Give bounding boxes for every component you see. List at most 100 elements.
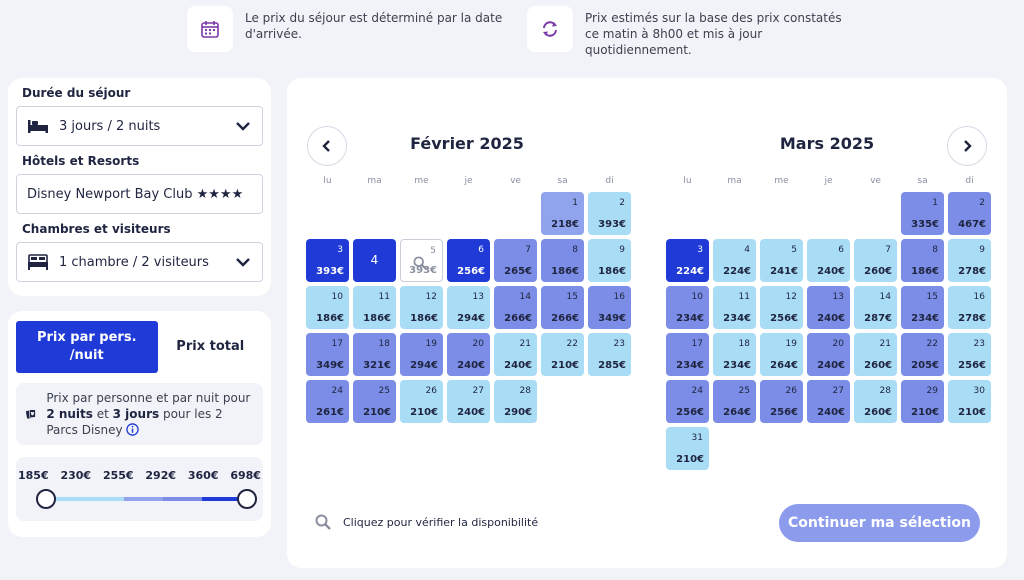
calendar-day[interactable]: 9 278€ — [948, 239, 991, 282]
calendar-day[interactable]: 4 224€ — [713, 239, 756, 282]
calendar-day[interactable]: 1 335€ — [901, 192, 944, 235]
calendar-day[interactable]: 8 186€ — [901, 239, 944, 282]
calendar-day[interactable]: 13 294€ — [447, 286, 490, 329]
calendar-day[interactable]: 19 264€ — [760, 333, 803, 376]
calendar-day[interactable]: 25 264€ — [713, 380, 756, 423]
calendar-day[interactable]: 3 224€ — [666, 239, 709, 282]
availability-hint[interactable]: Cliquez pour vérifier la disponibilité — [315, 514, 538, 530]
calendar-day[interactable]: 15 234€ — [901, 286, 944, 329]
slider-max-handle[interactable] — [237, 489, 257, 509]
day-price: 264€ — [770, 360, 798, 371]
calendar-day[interactable]: 11 234€ — [713, 286, 756, 329]
day-price: 240€ — [817, 266, 845, 277]
rooms-select[interactable]: 1 chambre / 2 visiteurs — [16, 242, 263, 282]
calendar-day[interactable]: 23 256€ — [948, 333, 991, 376]
calendar-day[interactable]: 10 186€ — [306, 286, 349, 329]
calendar-day[interactable]: 16 278€ — [948, 286, 991, 329]
calendar-day[interactable]: 24 261€ — [306, 380, 349, 423]
calendar-day[interactable]: 15 266€ — [541, 286, 584, 329]
calendar-day[interactable]: 10 234€ — [666, 286, 709, 329]
weekday-label: je — [464, 176, 473, 186]
calendar-day[interactable]: 25 210€ — [353, 380, 396, 423]
calendar-day[interactable]: 5 241€ — [760, 239, 803, 282]
empty-day — [494, 192, 537, 235]
calendar-day[interactable]: 6 240€ — [807, 239, 850, 282]
calendar-day[interactable]: 28 290€ — [494, 380, 537, 423]
calendar-day[interactable]: 21 240€ — [494, 333, 537, 376]
calendar-day[interactable]: 9 186€ — [588, 239, 631, 282]
day-price: 290€ — [504, 407, 532, 418]
slider-tick-label: 360€ — [187, 469, 219, 482]
slider-ticks: 185€ 230€ 255€ 292€ 360€ 698€ — [16, 457, 263, 482]
calendar-day[interactable]: 11 186€ — [353, 286, 396, 329]
calendar-day[interactable]: 14 266€ — [494, 286, 537, 329]
calendar-day[interactable]: 8 186€ — [541, 239, 584, 282]
duration-select[interactable]: 3 jours / 2 nuits — [16, 106, 263, 146]
calendar-day[interactable]: 20 240€ — [447, 333, 490, 376]
day-number: 26 — [425, 386, 437, 396]
slider-tick-label: 698€ — [230, 469, 261, 482]
calendar-day[interactable]: 4 — [353, 239, 396, 282]
calendar-day[interactable]: 2 467€ — [948, 192, 991, 235]
day-number: 7 — [885, 245, 891, 255]
calendar-day[interactable]: 12 256€ — [760, 286, 803, 329]
calendar-day[interactable]: 1 218€ — [541, 192, 584, 235]
day-number: 16 — [973, 292, 985, 302]
explanation-suffix: pour les 2 Parcs Disney — [46, 407, 223, 437]
calendar-day[interactable]: 7 265€ — [494, 239, 537, 282]
total-price-button[interactable]: Prix total — [176, 339, 245, 354]
per-person-button[interactable]: Prix par pers. /nuit — [16, 321, 158, 373]
day-price: 234€ — [676, 313, 704, 324]
calendar-icon — [187, 6, 233, 52]
calendar-day[interactable]: 14 287€ — [854, 286, 897, 329]
calendar-day[interactable]: 17 234€ — [666, 333, 709, 376]
calendar-day[interactable]: 21 260€ — [854, 333, 897, 376]
calendar-day[interactable]: 6 256€ — [447, 239, 490, 282]
price-range-slider[interactable]: 185€ 230€ 255€ 292€ 360€ 698€ — [16, 457, 263, 521]
calendar-day[interactable]: 26 256€ — [760, 380, 803, 423]
calendar-day[interactable]: 30 210€ — [948, 380, 991, 423]
next-month-button[interactable] — [947, 126, 987, 166]
explanation-mid: et — [92, 407, 113, 421]
prev-month-button[interactable] — [307, 126, 347, 166]
calendar-day[interactable]: 12 186€ — [400, 286, 443, 329]
calendar-day[interactable]: 20 240€ — [807, 333, 850, 376]
calendar-day[interactable]: 17 349€ — [306, 333, 349, 376]
calendar-day[interactable]: 7 260€ — [854, 239, 897, 282]
day-number: 18 — [378, 339, 390, 349]
calendar-day[interactable]: 31 210€ — [666, 427, 709, 470]
day-number: 5 — [791, 245, 797, 255]
calendar-day[interactable]: 19 294€ — [400, 333, 443, 376]
hotel-select[interactable]: Disney Newport Bay Club ★★★★ — [16, 174, 263, 214]
calendar-day[interactable]: 22 205€ — [901, 333, 944, 376]
calendar-day[interactable]: 22 210€ — [541, 333, 584, 376]
calendar-day[interactable]: 3 393€ — [306, 239, 349, 282]
calendar-day[interactable]: 27 240€ — [807, 380, 850, 423]
info-icon[interactable] — [126, 423, 140, 436]
day-price: 210€ — [551, 360, 579, 371]
continue-button[interactable]: Continuer ma sélection — [779, 504, 980, 542]
calendar-day[interactable]: 24 256€ — [666, 380, 709, 423]
day-price: 234€ — [911, 313, 939, 324]
calendar-day[interactable]: 26 210€ — [400, 380, 443, 423]
calendar-day[interactable]: 18 321€ — [353, 333, 396, 376]
day-number: 5 — [430, 246, 436, 256]
day-number: 27 — [472, 386, 484, 396]
calendar-day[interactable]: 16 349€ — [588, 286, 631, 329]
day-price: 186€ — [410, 313, 438, 324]
calendar-day[interactable]: 18 234€ — [713, 333, 756, 376]
calendar-panel: Février 2025 Mars 2025 lu ma me je ve sa di lu… — [287, 78, 1007, 568]
calendar-day[interactable]: 23 285€ — [588, 333, 631, 376]
calendar-day[interactable]: 5 393€ — [400, 239, 443, 282]
slider-track[interactable] — [46, 497, 241, 501]
calendar-day[interactable]: 2 393€ — [588, 192, 631, 235]
day-number: 6 — [478, 245, 484, 255]
calendar-day[interactable]: 29 210€ — [901, 380, 944, 423]
calendar-day[interactable]: 28 260€ — [854, 380, 897, 423]
calendar-day[interactable]: 27 240€ — [447, 380, 490, 423]
calendar-day[interactable]: 13 240€ — [807, 286, 850, 329]
weekday-label: ma — [727, 176, 742, 186]
slider-min-handle[interactable] — [36, 489, 56, 509]
explanation-nights: 2 nuits — [46, 407, 93, 421]
day-number: 31 — [691, 433, 703, 443]
